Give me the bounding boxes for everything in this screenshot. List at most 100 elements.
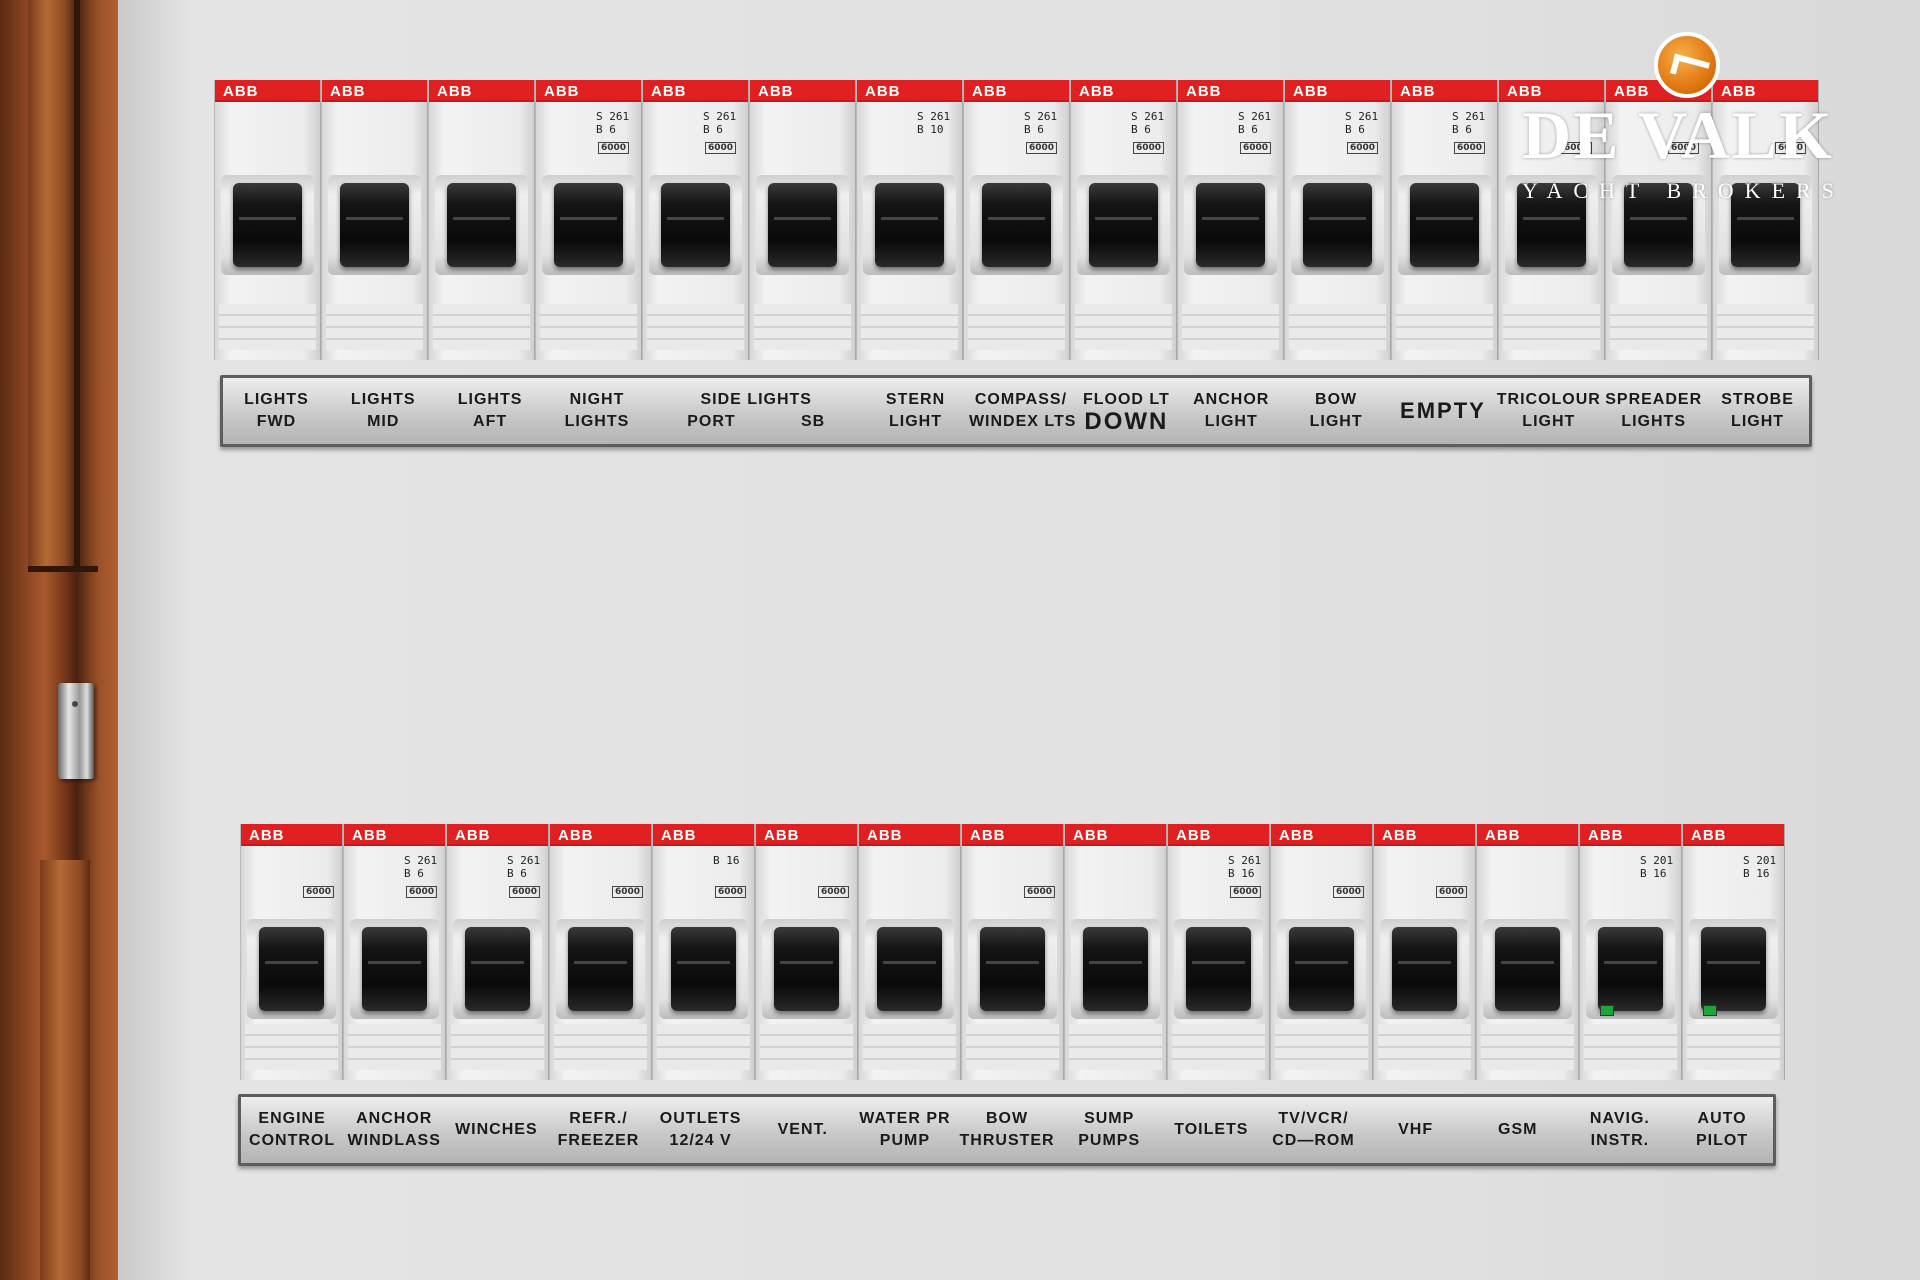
breaker-base <box>433 304 530 350</box>
breaker-toggle-switch[interactable] <box>447 183 516 267</box>
breaker-toggle-switch[interactable] <box>554 183 623 267</box>
circuit-label-line2: LIGHT <box>1204 413 1258 430</box>
circuit-breaker: ABB S 261 B 16 6000 <box>1167 824 1270 1080</box>
breaker-toggle-switch[interactable] <box>259 927 324 1011</box>
circuit-breaker: ABB S 261 B 6 6000 <box>535 80 642 360</box>
red-band: ABB <box>1683 824 1784 846</box>
breaker-toggle-switch[interactable] <box>661 183 730 267</box>
breaker-toggle-switch[interactable] <box>1701 927 1766 1011</box>
toggle-housing <box>247 919 336 1019</box>
door-hinge <box>58 683 94 779</box>
breaker-toggle-switch[interactable] <box>233 183 302 267</box>
breaker-base <box>1182 304 1279 350</box>
wood-groove <box>28 566 98 572</box>
circuit-label-line1: WATER PR <box>859 1110 951 1127</box>
breaker-base <box>861 304 958 350</box>
brand-label: ABB <box>1691 827 1727 844</box>
breaker-toggle-switch[interactable] <box>774 927 839 1011</box>
circuit-breaker: ABB <box>749 80 856 360</box>
circuit-label: EMPTY <box>1390 400 1497 422</box>
breaker-toggle-switch[interactable] <box>1598 927 1663 1011</box>
circuit-breaker: ABB <box>214 80 321 360</box>
brand-label: ABB <box>1721 83 1757 100</box>
circuit-breaker: ABB <box>858 824 961 1080</box>
breaker-toggle-switch[interactable] <box>1392 927 1457 1011</box>
circuit-label: VENT. <box>752 1119 854 1141</box>
breaker-toggle-switch[interactable] <box>1083 927 1148 1011</box>
wood-plank <box>40 860 90 1280</box>
breaker-base <box>1396 304 1493 350</box>
breaker-base <box>326 304 423 350</box>
red-band: ABB <box>1477 824 1578 846</box>
circuit-label: TRICOLOUR LIGHT <box>1496 389 1601 433</box>
breaker-toggle-switch[interactable] <box>362 927 427 1011</box>
breaker-toggle-switch[interactable] <box>1624 183 1693 267</box>
circuit-breaker: ABB S 201 B 16 <box>1579 824 1682 1080</box>
red-band: ABB <box>536 80 641 102</box>
brand-label: ABB <box>558 827 594 844</box>
toggle-housing <box>1586 919 1675 1019</box>
breaker-toggle-switch[interactable] <box>1196 183 1265 267</box>
circuit-label-line1: LIGHTS <box>457 391 523 408</box>
breaker-toggle-switch[interactable] <box>1186 927 1251 1011</box>
rating-label: 6000 <box>1347 142 1379 154</box>
circuit-label-line2: LIGHT <box>1522 413 1576 430</box>
breaker-toggle-switch[interactable] <box>1089 183 1158 267</box>
rating-label: 6000 <box>1333 886 1365 898</box>
breaker-toggle-switch[interactable] <box>1517 183 1586 267</box>
circuit-label-line1: GSM <box>1498 1121 1538 1138</box>
circuit-label-line1: COMPASS/ <box>974 391 1068 408</box>
circuit-label-line1: OUTLETS <box>659 1110 742 1127</box>
breaker-toggle-switch[interactable] <box>465 927 530 1011</box>
breaker-toggle-switch[interactable] <box>1410 183 1479 267</box>
rating-label: 6000 <box>1133 142 1165 154</box>
red-band: ABB <box>1580 824 1681 846</box>
breaker-toggle-switch[interactable] <box>568 927 633 1011</box>
breaker-toggle-switch[interactable] <box>1731 183 1800 267</box>
circuit-label-line1: ANCHOR <box>356 1110 433 1127</box>
circuit-label: NAVIG. INSTR. <box>1569 1108 1671 1152</box>
breaker-toggle-switch[interactable] <box>877 927 942 1011</box>
breaker-base <box>863 1024 956 1070</box>
circuit-label-line1: TV/VCR/ <box>1278 1110 1349 1127</box>
red-band: ABB <box>322 80 427 102</box>
breaker-toggle-switch[interactable] <box>982 183 1051 267</box>
circuit-label-line2: LIGHTS <box>564 413 630 430</box>
breaker-toggle-switch[interactable] <box>340 183 409 267</box>
breaker-toggle-switch[interactable] <box>980 927 1045 1011</box>
toggle-housing <box>1071 919 1160 1019</box>
circuit-breaker: ABB S 261 B 6 6000 <box>963 80 1070 360</box>
brand-label: ABB <box>1293 83 1329 100</box>
breaker-toggle-switch[interactable] <box>1495 927 1560 1011</box>
red-band: ABB <box>215 80 320 102</box>
circuit-label-line1: EMPTY <box>1400 398 1486 423</box>
circuit-label: FLOOD LT DOWN <box>1073 389 1180 434</box>
red-band: ABB <box>447 824 548 846</box>
breaker-toggle-switch[interactable] <box>875 183 944 267</box>
toggle-housing <box>435 175 528 275</box>
circuit-breaker: ABB 6000 <box>1373 824 1476 1080</box>
breaker-toggle-switch[interactable] <box>1289 927 1354 1011</box>
brand-label: ABB <box>1485 827 1521 844</box>
red-band: ABB <box>964 80 1069 102</box>
circuit-label: STERN LIGHT <box>862 389 969 433</box>
brand-label: ABB <box>972 83 1008 100</box>
circuit-breaker: ABB 6000 <box>549 824 652 1080</box>
breaker-toggle-switch[interactable] <box>768 183 837 267</box>
circuit-label-line1: STERN <box>885 391 946 408</box>
breaker-toggle-switch[interactable] <box>671 927 736 1011</box>
red-band: ABB <box>653 824 754 846</box>
circuit-label-line2: LIGHT <box>889 413 943 430</box>
circuit-breaker: ABB S 261 B 10 <box>856 80 963 360</box>
red-band: ABB <box>1065 824 1166 846</box>
brand-label: ABB <box>764 827 800 844</box>
circuit-label: ANCHOR WINDLASS <box>343 1108 445 1152</box>
brand-label: ABB <box>651 83 687 100</box>
breaker-base <box>1481 1024 1574 1070</box>
circuit-label-line1: LIGHTS <box>244 391 309 408</box>
toggle-housing <box>1077 175 1170 275</box>
red-band: ABB <box>1392 80 1497 102</box>
breaker-toggle-switch[interactable] <box>1303 183 1372 267</box>
circuit-label-line2: WINDEX LTS <box>968 413 1077 430</box>
label-strip-bottom: ENGINE CONTROL ANCHOR WINDLASS WINCHES REFR./… <box>238 1094 1776 1166</box>
